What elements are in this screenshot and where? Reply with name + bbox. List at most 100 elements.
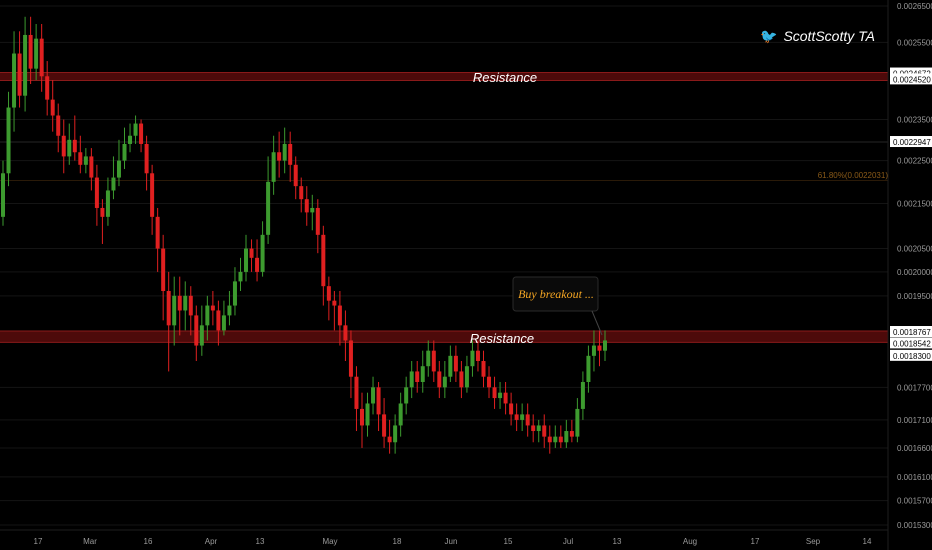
candle-body bbox=[255, 257, 260, 272]
candle-body bbox=[348, 340, 353, 377]
candle-body bbox=[166, 290, 171, 326]
time-tick-label: Jun bbox=[445, 537, 458, 546]
candle-body bbox=[194, 315, 199, 346]
price-label-box bbox=[890, 349, 932, 361]
resistance-zone bbox=[0, 331, 888, 343]
candle-body bbox=[321, 234, 326, 287]
candle-body bbox=[437, 371, 442, 388]
time-tick-label: May bbox=[322, 537, 337, 546]
candle-body bbox=[393, 425, 398, 443]
candle-body bbox=[238, 271, 243, 282]
price-tick-label: 0.0023500 bbox=[897, 116, 932, 125]
candle-body bbox=[536, 425, 541, 432]
candle-body bbox=[94, 177, 99, 208]
candle-body bbox=[475, 350, 480, 362]
resistance-zone bbox=[0, 72, 888, 81]
candle-body bbox=[415, 371, 420, 383]
candle-body bbox=[448, 355, 453, 377]
candle-body bbox=[161, 248, 166, 291]
candle-body bbox=[39, 38, 44, 77]
time-tick-label: 17 bbox=[34, 537, 43, 546]
candle-body bbox=[288, 143, 293, 165]
candle-body bbox=[569, 431, 574, 437]
price-tick-label: 0.0021500 bbox=[897, 200, 932, 209]
candle-body bbox=[464, 366, 469, 388]
price-tick-label: 0.0019500 bbox=[897, 292, 932, 301]
candle-body bbox=[78, 152, 83, 165]
candle-body bbox=[575, 408, 580, 437]
time-tick-label: 13 bbox=[613, 537, 622, 546]
candle-body bbox=[586, 355, 591, 383]
price-label-text: 0.0018300 bbox=[893, 352, 931, 361]
candle-body bbox=[332, 300, 337, 306]
candle-body bbox=[470, 350, 475, 367]
price-tick-label: 0.0015300 bbox=[897, 521, 932, 530]
grid-lines bbox=[0, 5, 888, 526]
candle-body bbox=[343, 325, 348, 341]
candle-body bbox=[83, 156, 88, 165]
candle-body bbox=[61, 135, 66, 157]
candle-body bbox=[139, 123, 144, 144]
price-tick-label: 0.0017100 bbox=[897, 416, 932, 425]
candle-body bbox=[210, 305, 215, 311]
candle-body bbox=[580, 382, 585, 409]
candle-body bbox=[304, 199, 309, 213]
price-tick-label: 0.0022500 bbox=[897, 157, 932, 166]
candle-body bbox=[603, 340, 607, 351]
watermark: 🐦 ScottScotty TA bbox=[760, 28, 875, 45]
price-label-box bbox=[890, 67, 932, 79]
candle-body bbox=[133, 123, 138, 136]
price-label-text: 0.0018542 bbox=[893, 339, 931, 348]
candle-body bbox=[547, 436, 552, 443]
candle-body bbox=[271, 152, 276, 182]
candle-body bbox=[509, 403, 514, 415]
candle-body bbox=[404, 387, 409, 404]
price-label-box bbox=[890, 136, 932, 148]
resistance-label-upper: Resistance bbox=[473, 70, 537, 85]
candle-body bbox=[558, 436, 563, 443]
price-labels: 0.00246720.00245200.00229470.00187670.00… bbox=[890, 67, 932, 361]
candle-body bbox=[249, 248, 254, 258]
time-tick-label: Jul bbox=[563, 537, 573, 546]
candle-body bbox=[520, 414, 525, 420]
candle-body bbox=[420, 366, 425, 383]
price-tick-label: 0.0016100 bbox=[897, 473, 932, 482]
candle-body bbox=[244, 248, 249, 272]
candle-body bbox=[431, 350, 436, 372]
candle-body bbox=[221, 315, 226, 331]
candle-body bbox=[28, 34, 33, 69]
candle-body bbox=[481, 361, 486, 377]
resistance-label-lower: Resistance bbox=[470, 331, 534, 346]
candle-body bbox=[359, 408, 364, 426]
candle-body bbox=[72, 139, 77, 153]
price-tick-label: 0.0025500 bbox=[897, 38, 932, 47]
candle-body bbox=[116, 160, 121, 178]
candle-body bbox=[503, 392, 508, 404]
time-tick-label: Sep bbox=[806, 537, 821, 546]
resistance-zones bbox=[0, 72, 888, 343]
candle-body bbox=[315, 207, 320, 235]
candle-body bbox=[205, 305, 210, 326]
candle-body bbox=[525, 414, 530, 426]
candlestick-series bbox=[1, 16, 607, 454]
candle-body bbox=[67, 139, 72, 157]
candle-body bbox=[531, 425, 536, 432]
price-label-text: 0.0018767 bbox=[893, 328, 931, 337]
time-tick-label: Aug bbox=[683, 537, 697, 546]
candle-body bbox=[34, 38, 39, 69]
candle-body bbox=[232, 281, 237, 306]
candle-body bbox=[1, 173, 5, 217]
price-tick-label: 0.0017700 bbox=[897, 383, 932, 392]
candle-body bbox=[514, 414, 519, 420]
candle-body bbox=[492, 387, 497, 399]
time-tick-label: Mar bbox=[83, 537, 97, 546]
candle-body bbox=[260, 234, 265, 272]
candle-body bbox=[89, 156, 94, 178]
candle-body bbox=[105, 190, 110, 217]
candle-body bbox=[282, 143, 287, 161]
candle-body bbox=[382, 414, 387, 437]
candle-body bbox=[487, 376, 492, 388]
candle-body bbox=[23, 34, 28, 96]
candle-body bbox=[442, 376, 447, 388]
candle-body bbox=[122, 143, 127, 161]
